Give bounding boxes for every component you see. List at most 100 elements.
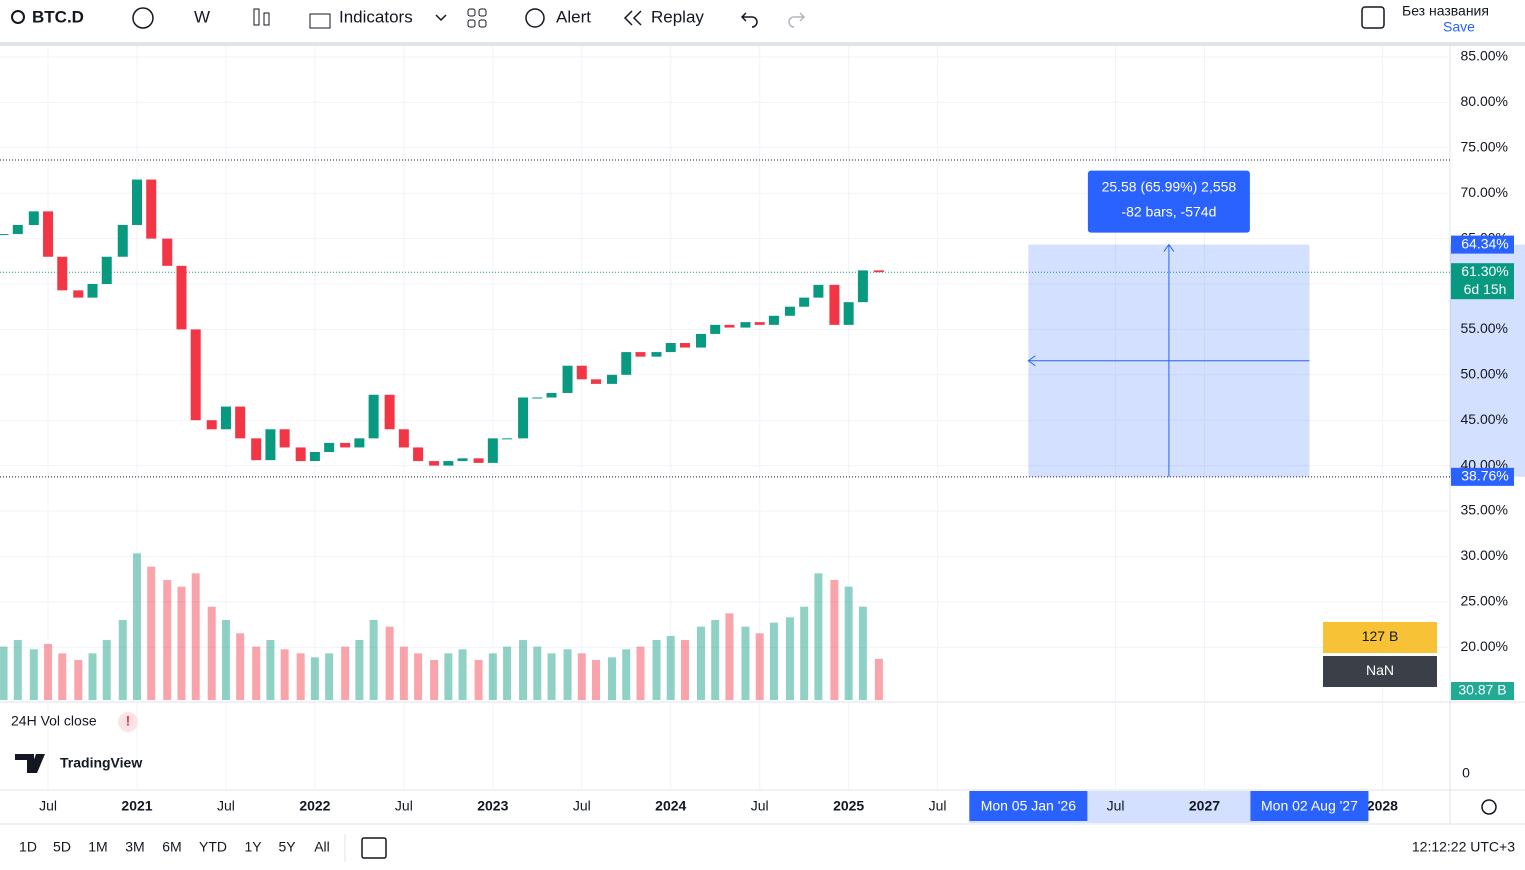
replay-icon[interactable] [623,10,642,26]
templates-icon [467,19,476,28]
candle [457,458,468,462]
templates-icon[interactable] [467,8,476,17]
volume-bar [296,653,305,700]
candle [384,394,395,430]
volume-bar [755,633,764,700]
candle [562,365,573,393]
y-tick-label: 50.00% [1461,366,1508,382]
candle [235,406,246,439]
x-tick-label: Jul [395,798,413,814]
symbol[interactable]: BTC.D [32,7,84,26]
x-tick-label: 2025 [833,798,864,814]
candle [740,322,751,328]
x-tick-label: Jul [1107,798,1125,814]
volume-bar [711,620,720,700]
dropdown-icon[interactable] [435,14,447,22]
clock: 12:12:22 UTC+3 [1412,839,1515,855]
volume-bar [177,586,186,700]
candle [131,179,142,225]
compare-button[interactable] [132,7,154,29]
volume-bar [191,573,200,700]
templates-icon [478,19,487,28]
save-button[interactable]: Save [1443,19,1475,35]
layout-name[interactable]: Без названия [1402,3,1489,19]
volume-bar [547,653,556,700]
range-button[interactable]: 5Y [278,839,296,855]
candle [176,265,187,330]
y-tick-label: 45.00% [1461,411,1508,427]
date-range-button[interactable] [361,837,387,859]
range-button[interactable]: 1M [88,839,107,855]
volume-bar [414,653,423,700]
toolbar [0,0,1525,42]
replay-button[interactable]: Replay [651,7,704,26]
interval[interactable]: W [194,7,210,26]
volume-bar [399,646,408,700]
redo-button[interactable] [788,12,806,28]
volume-bar [266,640,275,700]
plot: 25.58 (65.99%) 2,558 -82 bars, -574d [0,159,1525,823]
volume-bar [29,649,38,700]
volume-bar [58,653,67,700]
candle [502,438,513,440]
range-button[interactable]: All [314,839,330,855]
time-range-badge [1250,791,1369,821]
layout-icon[interactable] [1361,6,1385,29]
volume-bar [88,653,97,700]
settings-button[interactable] [1481,799,1497,815]
candle [754,322,765,325]
volume-bar [652,640,661,700]
volume-badge [1323,656,1437,687]
volume-badge [1323,622,1437,653]
candle [621,352,632,375]
y-tick-label: 70.00% [1461,184,1508,200]
alert-button[interactable]: Alert [556,7,591,26]
countdown: 6d 15h [1464,281,1507,297]
error-icon[interactable] [118,712,138,732]
chart-type-icon[interactable] [253,8,260,26]
candle [635,352,646,357]
range-button[interactable]: 6M [162,839,181,855]
range-button[interactable]: 1Y [244,839,262,855]
range-button[interactable]: 3M [125,839,144,855]
volume-bar [280,649,289,700]
candle [206,420,217,430]
y-tick-label: 25.00% [1461,593,1508,609]
indicators-button[interactable]: Indicators [339,7,413,26]
x-tick-label: Jul [217,798,235,814]
volume-bar [341,646,350,700]
volume-bar [74,660,83,700]
volume-bar [132,553,141,700]
measure-arrowhead [1027,355,1036,367]
range-button[interactable]: YTD [199,839,227,855]
candle [591,379,602,384]
alert-icon[interactable] [525,8,545,28]
candle [117,224,128,257]
volume-bar [355,640,364,700]
volume-bar [102,640,111,700]
indicators-icon[interactable] [309,13,331,29]
volume-bar [577,653,586,700]
measure-label-box [1087,170,1250,233]
volume-bar [310,657,319,700]
candle [651,352,662,357]
search-icon[interactable] [11,10,25,24]
volume-bar [369,620,378,700]
measure-label: 25.58 (65.99%) 2,558 [1102,178,1237,194]
range-button[interactable]: 5D [53,839,71,855]
volume-bar [874,658,883,700]
range-button[interactable]: 1D [19,839,37,855]
volume-bar [44,644,53,700]
volume-bar [622,649,631,700]
candle [12,224,23,235]
toolbar-border [0,42,1525,46]
x-tick-label: 2023 [477,798,508,814]
volume-bar [533,646,542,700]
volume-bar [725,613,734,700]
candle [695,333,706,348]
x-tick-label: Jul [573,798,591,814]
volume-bar [563,649,572,700]
undo-button[interactable] [740,12,758,28]
volume-bar [118,620,127,700]
measure-arrowhead [1163,243,1175,252]
